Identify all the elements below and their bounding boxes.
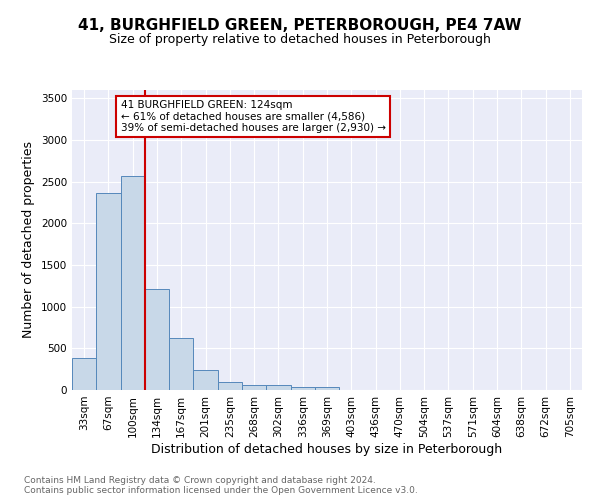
Bar bbox=[169, 338, 193, 390]
Bar bbox=[266, 386, 290, 390]
Bar bbox=[72, 358, 96, 390]
Bar bbox=[193, 370, 218, 390]
Bar bbox=[218, 382, 242, 390]
Bar bbox=[290, 387, 315, 390]
Text: Size of property relative to detached houses in Peterborough: Size of property relative to detached ho… bbox=[109, 32, 491, 46]
Text: Contains HM Land Registry data © Crown copyright and database right 2024.
Contai: Contains HM Land Registry data © Crown c… bbox=[24, 476, 418, 495]
Bar bbox=[315, 387, 339, 390]
Bar bbox=[121, 176, 145, 390]
Bar bbox=[145, 289, 169, 390]
Text: 41 BURGHFIELD GREEN: 124sqm
← 61% of detached houses are smaller (4,586)
39% of : 41 BURGHFIELD GREEN: 124sqm ← 61% of det… bbox=[121, 100, 386, 133]
X-axis label: Distribution of detached houses by size in Peterborough: Distribution of detached houses by size … bbox=[151, 442, 503, 456]
Bar bbox=[242, 385, 266, 390]
Bar bbox=[96, 192, 121, 390]
Y-axis label: Number of detached properties: Number of detached properties bbox=[22, 142, 35, 338]
Text: 41, BURGHFIELD GREEN, PETERBOROUGH, PE4 7AW: 41, BURGHFIELD GREEN, PETERBOROUGH, PE4 … bbox=[78, 18, 522, 32]
